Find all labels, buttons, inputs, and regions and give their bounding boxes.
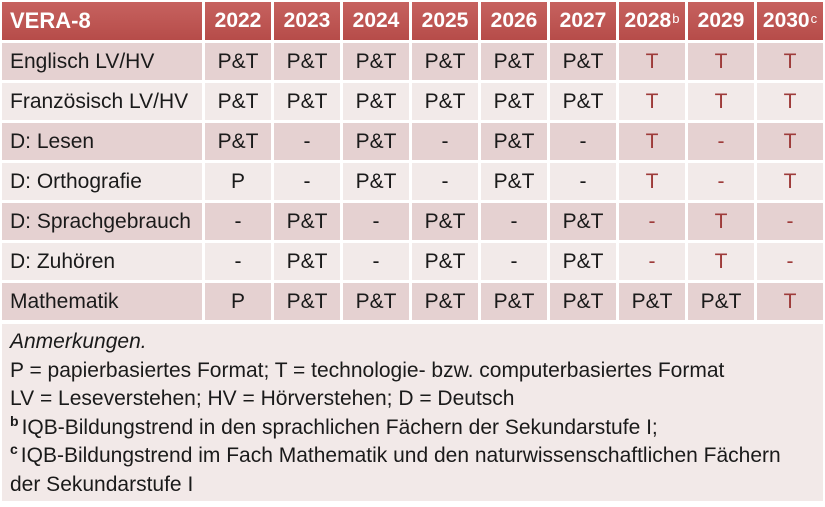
format-cell: T <box>619 163 685 200</box>
format-cell: T <box>688 203 754 240</box>
format-cell: T <box>619 123 685 160</box>
format-cell: P&T <box>550 283 616 320</box>
format-cell: - <box>619 203 685 240</box>
year-header-2025: 2025 <box>412 2 478 40</box>
format-cell: P&T <box>205 43 271 80</box>
year-header-2030: 2030 c <box>757 2 823 40</box>
notes-section: Anmerkungen. P = papierbasiertes Format; … <box>2 324 823 501</box>
format-cell: - <box>757 203 823 240</box>
format-cell: P&T <box>274 243 340 280</box>
format-cell: - <box>550 123 616 160</box>
format-cell: - <box>757 243 823 280</box>
format-cell: P&T <box>550 43 616 80</box>
footnote-marker-c: c <box>10 441 18 457</box>
year-header-2029: 2029 <box>688 2 754 40</box>
format-cell: - <box>412 123 478 160</box>
format-cell: P&T <box>274 203 340 240</box>
row-label: D: Orthografie <box>2 163 202 200</box>
format-cell: - <box>688 123 754 160</box>
format-cell: P&T <box>688 283 754 320</box>
vera8-table: VERA-8 2022 2023 2024 2025 2026 2027 2028 b 2029 2… <box>2 2 823 320</box>
format-cell: P&T <box>481 83 547 120</box>
format-cell: P&T <box>412 43 478 80</box>
row-label: D: Sprachgebrauch <box>2 203 202 240</box>
format-cell: T <box>757 283 823 320</box>
format-cell: - <box>481 243 547 280</box>
note-line-4: b IQB-Bildungstrend in den sprachlichen F… <box>10 412 658 439</box>
format-cell: P&T <box>412 283 478 320</box>
row-label: D: Zuhören <box>2 243 202 280</box>
format-cell: P <box>205 283 271 320</box>
format-cell: P&T <box>343 283 409 320</box>
format-cell: - <box>274 163 340 200</box>
format-cell: P&T <box>412 203 478 240</box>
format-cell: T <box>757 83 823 120</box>
format-cell: P&T <box>550 83 616 120</box>
row-label: Englisch LV/HV <box>2 43 202 80</box>
format-cell: - <box>619 243 685 280</box>
format-cell: P&T <box>343 123 409 160</box>
year-header-2022: 2022 <box>205 2 271 40</box>
row-label: Französisch LV/HV <box>2 83 202 120</box>
format-cell: - <box>205 203 271 240</box>
format-cell: P&T <box>205 123 271 160</box>
format-cell: P&T <box>205 83 271 120</box>
note-line-1: Anmerkungen. <box>10 330 147 353</box>
format-cell: T <box>757 123 823 160</box>
year-header-2023: 2023 <box>274 2 340 40</box>
year-header-2027: 2027 <box>550 2 616 40</box>
year-header-2028: 2028 b <box>619 2 685 40</box>
year-header-2026: 2026 <box>481 2 547 40</box>
table-title-cell: VERA-8 <box>2 2 202 40</box>
format-cell: - <box>481 203 547 240</box>
format-cell: P&T <box>481 43 547 80</box>
format-cell: - <box>274 123 340 160</box>
format-cell: P&T <box>412 243 478 280</box>
year-header-2024: 2024 <box>343 2 409 40</box>
format-cell: P&T <box>412 83 478 120</box>
footnote-marker-b: b <box>10 412 19 429</box>
format-cell: P&T <box>550 243 616 280</box>
format-cell: P&T <box>343 163 409 200</box>
format-cell: T <box>688 83 754 120</box>
format-cell: - <box>412 163 478 200</box>
format-cell: P&T <box>343 83 409 120</box>
format-cell: - <box>343 243 409 280</box>
format-cell: - <box>343 203 409 240</box>
format-cell: - <box>688 163 754 200</box>
format-cell: P&T <box>274 83 340 120</box>
format-cell: P&T <box>274 43 340 80</box>
format-cell: T <box>688 43 754 80</box>
row-label: Mathematik <box>2 283 202 320</box>
format-cell: P&T <box>619 283 685 320</box>
format-cell: P&T <box>274 283 340 320</box>
format-cell: T <box>619 43 685 80</box>
format-cell: P <box>205 163 271 200</box>
note-line-2: P = papierbasiertes Format; T = technolo… <box>10 358 725 382</box>
format-cell: T <box>619 83 685 120</box>
format-cell: P&T <box>481 163 547 200</box>
format-cell: P&T <box>481 123 547 160</box>
format-cell: P&T <box>550 203 616 240</box>
note-line-5: c IQB-Bildungstrend im Fach Mathematik un… <box>10 441 781 496</box>
format-cell: P&T <box>343 43 409 80</box>
format-cell: T <box>757 43 823 80</box>
row-label: D: Lesen <box>2 123 202 160</box>
format-cell: - <box>550 163 616 200</box>
format-cell: - <box>205 243 271 280</box>
note-line-3: LV = Leseverstehen; HV = Hörverstehen; D… <box>10 387 515 410</box>
format-cell: P&T <box>481 283 547 320</box>
format-cell: T <box>688 243 754 280</box>
format-cell: T <box>757 163 823 200</box>
